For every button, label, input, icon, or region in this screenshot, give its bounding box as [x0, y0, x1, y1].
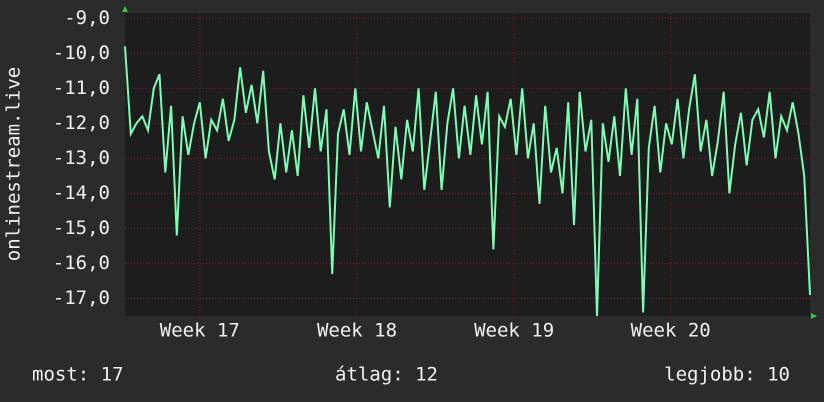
footer-average: átlag: 12: [335, 364, 438, 386]
data-line: [124, 46, 811, 317]
footer-current: most: 17: [32, 364, 124, 386]
y-tick-label: -9,0: [64, 7, 110, 29]
y-axis-label: onlinestream.live: [3, 67, 25, 261]
y-tick-label: -15,0: [53, 217, 110, 239]
y-tick-label: -10,0: [53, 42, 110, 64]
y-tick-label: -14,0: [53, 182, 110, 204]
x-tick-label: Week 19: [474, 320, 554, 342]
x-tick-label: Week 20: [631, 320, 711, 342]
footer-best: legjobb: 10: [664, 364, 790, 386]
x-tick-label: Week 17: [160, 320, 240, 342]
y-tick-label: -13,0: [53, 147, 110, 169]
axis-arrow: [811, 313, 817, 319]
y-tick-label: -11,0: [53, 77, 110, 99]
axis-arrow: [122, 6, 128, 12]
plot-area: [125, 13, 810, 316]
y-tick-label: -16,0: [53, 252, 110, 274]
y-tick-label: -17,0: [53, 287, 110, 309]
y-tick-label: -12,0: [53, 112, 110, 134]
x-tick-label: Week 18: [317, 320, 397, 342]
